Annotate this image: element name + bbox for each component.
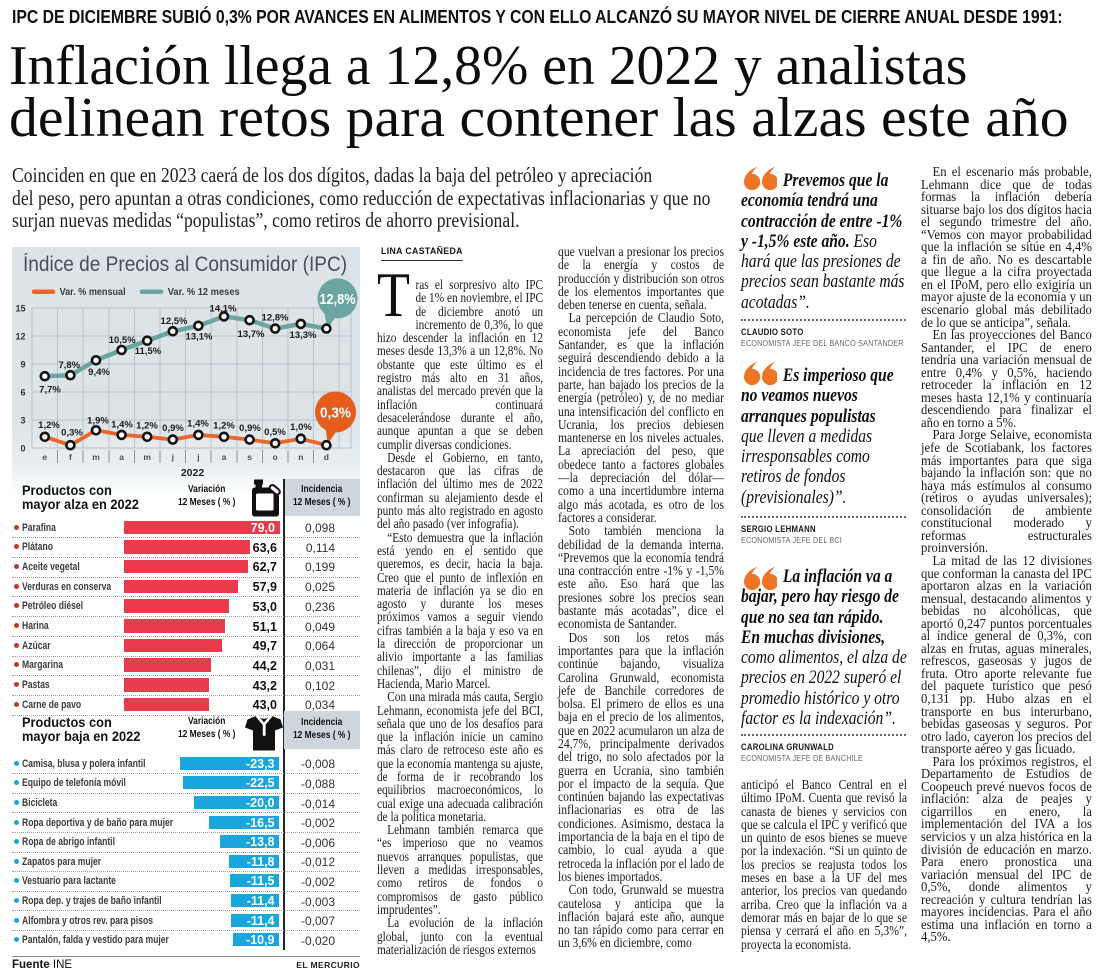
- svg-text:1,9%: 1,9%: [87, 415, 109, 426]
- svg-text:10,5%: 10,5%: [108, 335, 135, 346]
- svg-text:1,2%: 1,2%: [136, 420, 158, 431]
- svg-text:2022: 2022: [180, 467, 204, 479]
- svg-text:13,1%: 13,1%: [185, 331, 212, 342]
- svg-text:9,4%: 9,4%: [88, 367, 110, 378]
- svg-text:7,8%: 7,8%: [58, 360, 80, 371]
- svg-text:14,1%: 14,1%: [209, 304, 236, 315]
- svg-text:0,5%: 0,5%: [264, 427, 286, 438]
- svg-text:3: 3: [20, 416, 25, 426]
- svg-text:1,0%: 1,0%: [290, 422, 312, 433]
- svg-text:0,9%: 0,9%: [239, 423, 261, 434]
- svg-text:m: m: [92, 452, 100, 462]
- svg-text:7,7%: 7,7%: [39, 385, 61, 396]
- svg-text:d: d: [323, 452, 328, 462]
- svg-text:s: s: [247, 452, 252, 462]
- svg-text:12,8%: 12,8%: [261, 313, 288, 324]
- svg-text:1,4%: 1,4%: [111, 419, 133, 430]
- svg-text:0: 0: [20, 444, 25, 454]
- svg-text:n: n: [298, 452, 303, 462]
- svg-text:e: e: [42, 452, 47, 462]
- svg-text:1,2%: 1,2%: [213, 420, 235, 431]
- svg-text:0,3%: 0,3%: [320, 405, 351, 422]
- svg-text:j: j: [170, 452, 173, 462]
- svg-text:0,9%: 0,9%: [162, 423, 184, 434]
- svg-text:j: j: [196, 452, 199, 462]
- svg-text:13,3%: 13,3%: [289, 330, 316, 341]
- svg-text:Var. % mensual: Var. % mensual: [59, 287, 125, 298]
- svg-text:o: o: [272, 452, 277, 462]
- svg-text:12,8%: 12,8%: [319, 291, 355, 308]
- svg-text:9: 9: [20, 360, 25, 370]
- svg-text:13,7%: 13,7%: [237, 329, 264, 340]
- svg-text:f: f: [68, 452, 71, 462]
- svg-text:1,2%: 1,2%: [38, 420, 60, 431]
- svg-text:1,4%: 1,4%: [187, 418, 209, 429]
- svg-text:a: a: [221, 452, 226, 462]
- svg-text:0,3%: 0,3%: [61, 427, 83, 438]
- svg-text:a: a: [119, 452, 124, 462]
- svg-text:11,5%: 11,5%: [134, 346, 161, 357]
- svg-text:12: 12: [15, 332, 25, 342]
- svg-text:6: 6: [20, 388, 25, 398]
- svg-text:15: 15: [15, 304, 25, 314]
- svg-text:12,5%: 12,5%: [160, 316, 187, 327]
- svg-text:m: m: [143, 452, 151, 462]
- svg-text:Var. % 12 meses: Var. % 12 meses: [167, 287, 239, 298]
